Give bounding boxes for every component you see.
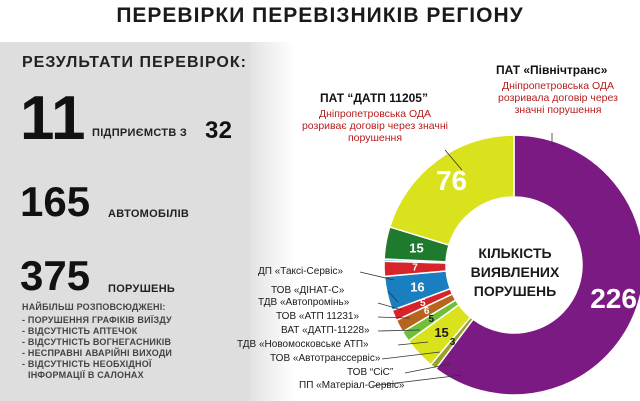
- leader-line: [359, 271, 395, 281]
- legend-label: ТОВ «ДІНАТ-С»: [271, 285, 345, 296]
- enterprises-count: 11: [20, 84, 86, 153]
- callout-datp-title: ПАТ “ДАТП 11205”: [320, 91, 428, 105]
- leader-line: [381, 351, 441, 360]
- chart-center-label: КІЛЬКІСТЬ ВИЯВЛЕНИХ ПОРУШЕНЬ: [455, 244, 575, 301]
- donut-slice: [434, 134, 640, 396]
- legend-label: ВАТ «ДАТП-11228»: [281, 325, 370, 336]
- enterprises-total: 32: [205, 117, 233, 144]
- results-panel-background: [0, 42, 250, 401]
- donut-slices: [383, 134, 640, 396]
- slice-value-label: 226: [590, 283, 637, 314]
- list-item: - ПОРУШЕННЯ ГРАФІКІВ ВИЇЗДУ: [22, 315, 172, 325]
- slice-value-label: 15: [409, 241, 423, 256]
- legend-label: ПП «Матеріал-Сервіс»: [299, 380, 405, 391]
- common-violations-list: - ПОРУШЕННЯ ГРАФІКІВ ВИЇЗДУ - ВІДСУТНІСТ…: [22, 315, 172, 381]
- legend-label: ДП «Таксі-Сервіс»: [258, 266, 343, 277]
- violations-label: ПОРУШЕНЬ: [108, 283, 176, 295]
- slice-value-label: 3: [450, 337, 456, 348]
- leader-line: [387, 290, 399, 303]
- legend-label: ТДВ «Автопромінь»: [258, 297, 350, 308]
- page-title: ПЕРЕВІРКИ ПЕРЕВІЗНИКІВ РЕГІОНУ: [116, 4, 524, 27]
- legend-label: ТОВ «АТП 11231»: [276, 311, 360, 322]
- panel-fade: [250, 42, 295, 401]
- leader-line: [377, 329, 421, 332]
- violations-count: 375: [20, 252, 91, 299]
- leader-line: [371, 374, 463, 387]
- list-item: ІНФОРМАЦІЇ В САЛОНАХ: [28, 370, 144, 380]
- callout-pivnich-title: ПАТ «Північтранс»: [496, 63, 608, 77]
- cars-label: АВТОМОБІЛІВ: [108, 208, 190, 220]
- slice-value-label: 6: [424, 306, 430, 317]
- center-line: ПОРУШЕНЬ: [473, 283, 557, 299]
- results-heading: РЕЗУЛЬТАТИ ПЕРЕВІРОК:: [22, 54, 247, 71]
- slice-value-label: 15: [434, 325, 448, 340]
- legend-label: ТОВ «Автотранссервіс»: [270, 353, 381, 364]
- legend-label: ТДВ «Новомосковське АТП»: [237, 339, 369, 350]
- legend-label: ТОВ “СіС”: [347, 367, 394, 378]
- leader-line: [377, 316, 411, 319]
- leader-line: [404, 363, 451, 374]
- center-line: КІЛЬКІСТЬ: [478, 245, 552, 261]
- slice-value-label: 7: [412, 262, 418, 273]
- callout-pivnich-note: Дніпропетровська ОДА розривала договір ч…: [498, 80, 618, 116]
- callout-datp-note: Дніпропетровська ОДА розриває договір че…: [301, 108, 449, 144]
- slice-value-label: 16: [410, 279, 424, 294]
- list-item: - ВІДСУТНІСТЬ АПТЕЧОК: [22, 326, 138, 336]
- slice-value-label: 5: [429, 314, 435, 325]
- slice-value-label: 5: [420, 298, 426, 309]
- donut-slice: [388, 134, 515, 247]
- leader-lines: [359, 133, 553, 387]
- cars-count: 165: [20, 178, 91, 225]
- list-item: - ВІДСУТНІСТЬ ВОГНЕГАСНИКІВ: [22, 337, 172, 347]
- list-item: - НЕСПРАВНІ АВАРІЙНІ ВИХОДИ: [22, 348, 173, 358]
- center-line: ВИЯВЛЕНИХ: [470, 264, 560, 280]
- leader-line: [444, 149, 463, 171]
- leader-line: [397, 341, 429, 346]
- slice-value-label: 76: [436, 165, 467, 196]
- enterprises-label: ПІДПРИЄМСТВ З: [92, 127, 188, 139]
- common-violations-heading: НАЙБІЛЬШ РОЗПОВСЮДЖЕНІ:: [22, 302, 166, 312]
- list-item: - ВІДСУТНІСТЬ НЕОБХІДНОЇ: [22, 359, 152, 369]
- leader-line: [377, 302, 403, 311]
